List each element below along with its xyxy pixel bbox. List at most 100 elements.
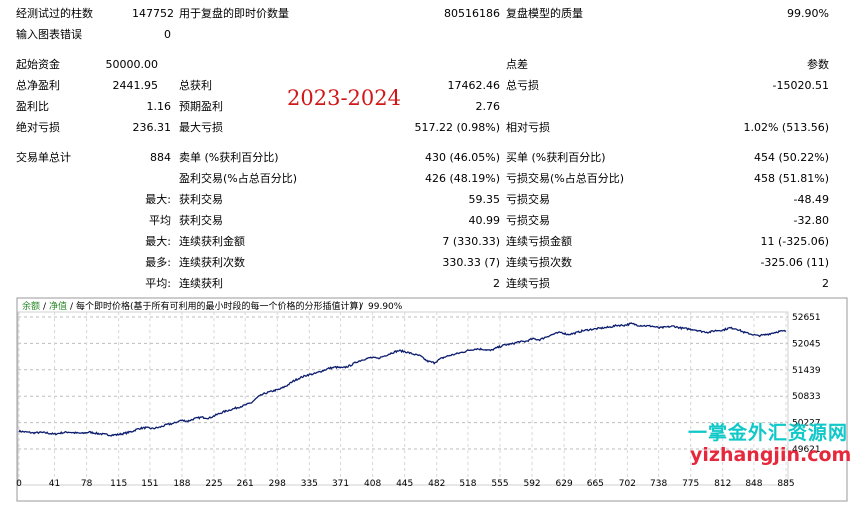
x-tick-label: 408: [364, 479, 381, 489]
quality-value: 99.90%: [787, 7, 829, 20]
x-tick-label: 629: [556, 479, 573, 489]
rel-dd-value: 1.02% (513.56): [743, 121, 829, 134]
avg-cons-wins-value: 2: [493, 277, 500, 290]
pf-label: 盈利比: [16, 100, 49, 113]
legend-description: 每个即时价格(基于所有可利用的最小时段的每一个价格的分形插值计算): [76, 300, 362, 312]
chart-err-value: 0: [164, 28, 171, 41]
balance-line: [18, 322, 787, 437]
x-tick-label: 188: [173, 479, 190, 489]
x-tick-label: 702: [619, 479, 636, 489]
abs-dd-value: 236.31: [132, 121, 172, 134]
ep-label: 预期盈利: [179, 100, 223, 113]
spread-label: 点差: [506, 58, 528, 71]
y-tick-label: 49621: [792, 445, 821, 455]
legend-separator-3: /: [360, 302, 364, 312]
abs-dd-label: 绝对亏损: [16, 121, 60, 134]
x-tick-label: 812: [714, 479, 731, 489]
ticks-label: 用于复盘的即时价数量: [179, 7, 289, 20]
avg-cons-wins-label: 连续获利: [179, 277, 223, 290]
net-label: 总净盈利: [16, 79, 60, 92]
x-tick-label: 482: [428, 479, 445, 489]
x-tick-label: 261: [237, 479, 254, 489]
largest-loss-value: -48.49: [793, 193, 829, 206]
avg-cons-losses-value: 2: [822, 277, 829, 290]
x-tick-label: 41: [49, 479, 60, 489]
x-tick-label: 665: [587, 479, 604, 489]
passes-value: 147752: [132, 7, 174, 20]
loss-trades-value: 458 (51.81%): [753, 172, 829, 185]
short-label: 卖单 (%获利百分比): [179, 151, 279, 164]
balance-chart: 余额 / 净值 / 每个即时价格(基于所有可利用的最小时段的每一个价格的分形插值…: [16, 297, 848, 502]
long-label: 买单 (%获利百分比): [506, 151, 606, 164]
avg-loss-label: 亏损交易: [506, 214, 550, 227]
cons-losses-money-value: 11 (-325.06): [760, 235, 829, 248]
legend-balance: 余额: [22, 300, 40, 312]
pf-value: 1.16: [146, 100, 172, 113]
avg2-label: 平均:: [145, 277, 171, 290]
gross-profit-value: 17462.46: [447, 79, 501, 92]
ep-value: 2.76: [475, 100, 501, 113]
watermark-cn: 一掌金外汇资源网: [688, 422, 849, 444]
x-tick-label: 115: [110, 479, 127, 489]
gross-loss-value: -15020.51: [772, 79, 829, 92]
cons-loss-count-label: 连续亏损次数: [506, 256, 572, 269]
init-dep-label: 起始资金: [16, 58, 60, 71]
x-tick-label: 151: [141, 479, 158, 489]
x-tick-label: 335: [301, 479, 318, 489]
legend-separator-1: /: [43, 302, 47, 312]
largest-loss-label: 亏损交易: [506, 193, 550, 206]
watermark-url: yizhangjin.com: [690, 444, 852, 466]
rel-dd-label: 相对亏损: [506, 121, 550, 134]
long-value: 454 (50.22%): [753, 151, 829, 164]
cons-loss-count-value: -325.06 (11): [760, 256, 829, 269]
max-dd-value: 517.22 (0.98%): [414, 121, 500, 134]
net-value: 2441.95: [112, 79, 159, 92]
spread-value: 参数: [807, 58, 829, 71]
x-tick-label: 848: [745, 479, 762, 489]
max-dd-label: 最大亏损: [179, 121, 223, 134]
average-label: 平均: [149, 214, 171, 227]
cons-losses-money-label: 连续亏损金额: [506, 235, 572, 248]
x-tick-label: 78: [81, 479, 93, 489]
x-axis-ticks: 0 41 78 115 151 188 225 261 298 335 371 408 445 482 51…: [16, 479, 794, 489]
legend-quality: 99.90%: [368, 302, 403, 312]
total-trades-label: 交易单总计: [16, 151, 71, 164]
max-label: 最大:: [145, 235, 171, 248]
y-axis-ticks: 52651 52045 51439 50833 50227 49621: [792, 313, 821, 455]
x-tick-label: 0: [16, 479, 22, 489]
x-tick-label: 738: [650, 479, 667, 489]
x-tick-label: 371: [332, 479, 349, 489]
passes-label: 经测试过的柱数: [16, 7, 93, 20]
largest-label: 最大:: [145, 193, 171, 206]
x-tick-label: 592: [523, 479, 540, 489]
profit-trades-value: 426 (48.19%): [424, 172, 500, 185]
cons-profit-count-label: 连续获利次数: [179, 256, 245, 269]
largest-profit-label: 获利交易: [179, 193, 223, 206]
cons-wins-money-value: 7 (330.33): [442, 235, 500, 248]
x-tick-label: 885: [777, 479, 794, 489]
y-tick-label: 51439: [792, 366, 821, 376]
chart-grid: [18, 312, 788, 485]
chart-err-label: 输入图表错误: [16, 28, 82, 41]
x-tick-label: 225: [205, 479, 222, 489]
maximal-label: 最多:: [145, 256, 171, 269]
cons-profit-count-value: 330.33 (7): [442, 256, 500, 269]
legend-separator-2: /: [70, 302, 74, 312]
balance-chart-svg: 余额 / 净值 / 每个即时价格(基于所有可利用的最小时段的每一个价格的分形插值…: [16, 297, 848, 502]
y-tick-label: 52651: [792, 313, 821, 323]
profit-trades-label: 盈利交易(%占总百分比): [179, 172, 298, 185]
avg-profit-label: 获利交易: [179, 214, 223, 227]
x-tick-label: 775: [682, 479, 699, 489]
avg-loss-value: -32.80: [793, 214, 829, 227]
x-tick-label: 445: [396, 479, 413, 489]
cons-wins-money-label: 连续获利金额: [179, 235, 245, 248]
y-tick-label: 50833: [792, 392, 821, 402]
x-tick-label: 555: [491, 479, 508, 489]
ticks-value: 80516186: [444, 7, 500, 20]
init-dep-value: 50000.00: [105, 58, 159, 71]
legend-equity: 净值: [49, 300, 67, 312]
year-range-annotation: 2023-2024: [287, 86, 401, 110]
quality-label: 复盘模型的质量: [506, 7, 583, 20]
x-tick-label: 298: [269, 479, 286, 489]
short-value: 430 (46.05%): [424, 151, 500, 164]
